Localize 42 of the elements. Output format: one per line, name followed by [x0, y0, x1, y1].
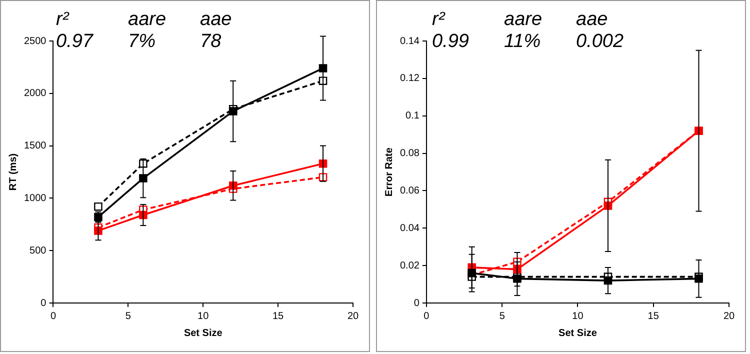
text: aae — [200, 9, 233, 31]
y-tick-label: 2000 — [24, 88, 47, 100]
x-tick-label: 15 — [648, 310, 660, 322]
y-tick-label: 0.04 — [400, 222, 420, 234]
y-tick-label: 500 — [30, 245, 47, 256]
x-tick-label: 5 — [499, 310, 506, 322]
y-tick-label: 0 — [414, 298, 420, 309]
text: aare — [128, 9, 168, 31]
y-tick-label: 0 — [40, 298, 47, 309]
y-tick-label: 1000 — [24, 192, 47, 204]
x-tick-label: 10 — [198, 310, 210, 322]
y-tick-label: 2500 — [24, 36, 47, 47]
x-tick-label: 10 — [572, 310, 584, 322]
text: aae — [576, 9, 609, 31]
x-axis-title: Set Size — [184, 328, 223, 339]
text: r² — [432, 9, 446, 31]
y-tick-label: 0.02 — [400, 260, 420, 272]
x-tick-label: 0 — [50, 310, 56, 322]
point — [94, 202, 102, 211]
y-axis-title: RT (ms) — [8, 153, 19, 191]
annotation: 78 — [200, 31, 222, 53]
x-tick-label: 20 — [347, 310, 359, 322]
text: r² — [56, 9, 70, 31]
x-tick-label: 20 — [723, 310, 735, 322]
y-tick-label: 0.14 — [400, 36, 420, 47]
annotation: 7% — [128, 31, 156, 53]
text: aare — [504, 9, 544, 31]
y-tick-label: 0.06 — [400, 185, 420, 196]
point — [139, 174, 148, 182]
y-tick-label: 0.12 — [400, 73, 420, 84]
annotation: 0.002 — [576, 31, 625, 53]
y-axis-title: Error Rate — [384, 147, 395, 196]
x-tick-label: 5 — [125, 310, 132, 322]
x-tick-label: 15 — [272, 310, 284, 322]
x-tick-label: 0 — [424, 310, 430, 322]
x-axis-title: Set Size — [558, 328, 598, 339]
y-tick-label: 0.08 — [400, 148, 420, 160]
y-tick-label: 1500 — [24, 140, 47, 152]
annotation: 0.99 — [432, 31, 470, 53]
y-tick-label: 0.1 — [406, 110, 420, 122]
annotation: 0.97 — [56, 31, 94, 53]
annotation: 11% — [504, 31, 542, 53]
